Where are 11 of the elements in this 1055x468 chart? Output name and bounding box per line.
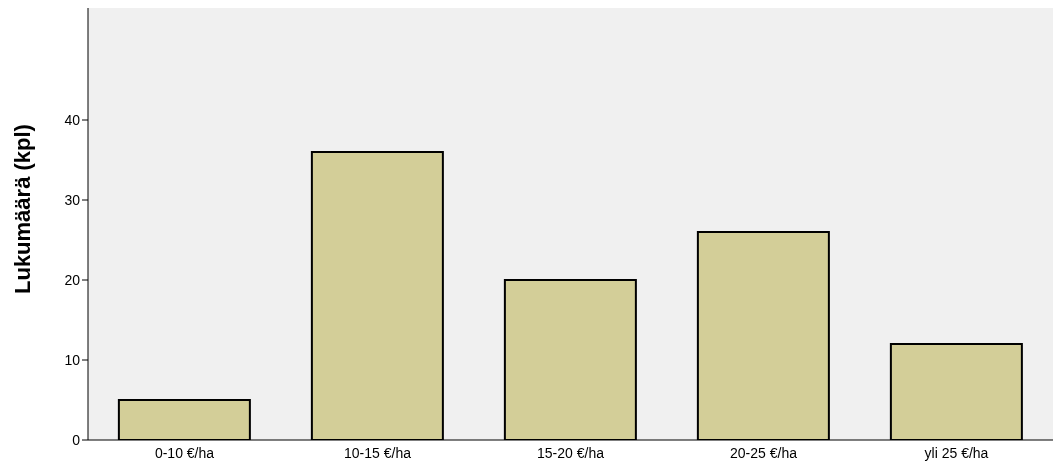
x-tick-label: yli 25 €/ha (924, 444, 989, 461)
y-tick-label: 20 (64, 271, 81, 288)
x-tick-label: 0-10 €/ha (154, 444, 215, 461)
x-tick-label: 15-20 €/ha (537, 444, 605, 461)
y-tick-label: 10 (64, 351, 81, 368)
x-tick-label: 10-15 €/ha (344, 444, 412, 461)
y-tick-label: 0 (72, 431, 81, 448)
x-tick-label: 20-25 €/ha (730, 444, 798, 461)
y-axis-title: Lukumäärä (kpl) (9, 124, 35, 294)
y-tick-label: 40 (64, 111, 81, 128)
y-tick-label: 30 (64, 191, 81, 208)
